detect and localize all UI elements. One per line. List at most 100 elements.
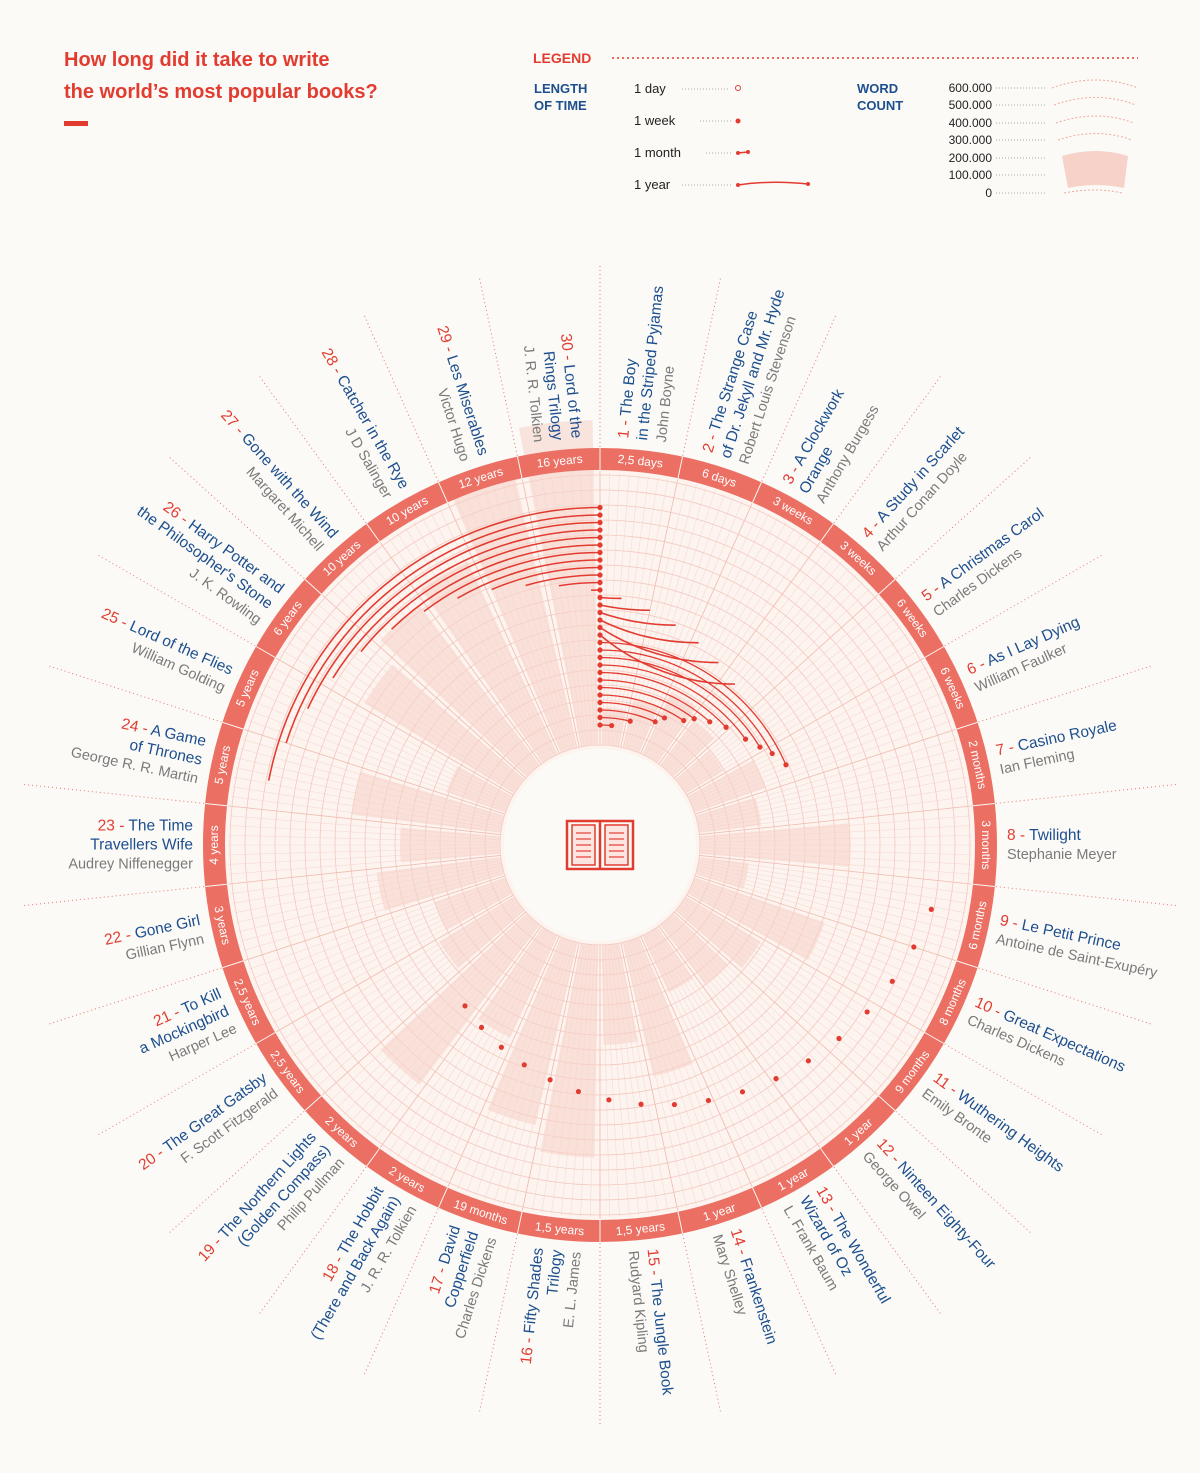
arc-start-30 <box>928 906 934 912</box>
arc-27 <box>332 529 601 679</box>
arc-11 <box>599 649 773 754</box>
ring-separator <box>304 578 322 595</box>
arc-start-18 <box>575 1088 582 1095</box>
legend-time-1day: 1 day <box>634 81 666 96</box>
arc-end-5 <box>681 717 687 724</box>
arc-7 <box>599 679 711 723</box>
arc-end-20 <box>597 579 603 586</box>
arc-end-1 <box>609 722 615 729</box>
ring-separator <box>255 1032 276 1044</box>
book-author-23: Audrey Niffenegger <box>68 857 193 873</box>
legend-word-fan <box>1062 151 1128 188</box>
arc-end-10 <box>757 744 763 750</box>
word-count-fan <box>660 913 728 985</box>
book-label-8: 8 - Twilight Stephanie Meyer <box>1007 827 1117 863</box>
arc-start-7 <box>597 677 603 683</box>
arc-end-27 <box>597 527 603 533</box>
arc-end-23 <box>597 557 603 563</box>
arc-8 <box>599 671 727 728</box>
arc-10 <box>599 656 761 748</box>
book-number-22: 22 - <box>103 926 137 949</box>
segment-line <box>699 855 972 885</box>
segment-divider <box>23 783 205 804</box>
book-title-20: 20 - The Great Gatsby <box>136 1070 271 1174</box>
segment-line <box>521 479 580 748</box>
segment-line <box>244 875 506 961</box>
arc-end-6 <box>691 716 697 722</box>
arc-start-10 <box>597 654 603 661</box>
word-count-fan <box>448 467 578 753</box>
book-title-text: Fifty Shades <box>521 1247 547 1335</box>
ring-separator <box>438 482 448 503</box>
legend-word-100k: 100.000 <box>948 168 992 182</box>
book-pages <box>571 824 629 866</box>
book-author-1: John Boyne <box>654 365 678 443</box>
arc-start-8 <box>597 669 603 676</box>
arc-start-14 <box>478 1024 485 1031</box>
book-number-29: 29 - <box>433 324 459 359</box>
ring-separator <box>366 523 380 542</box>
arc-start-1 <box>597 722 603 728</box>
book-title-4: 4 - A Study in Scarlet <box>859 423 968 542</box>
book-title-16: 16 - Fifty Shades <box>518 1247 547 1366</box>
arc-13 <box>599 634 735 685</box>
ring-separator <box>878 1095 896 1112</box>
legend-word-400k: 400.000 <box>948 116 992 130</box>
segment-line <box>686 894 925 1033</box>
word-count-fan <box>439 896 525 969</box>
segment-line <box>379 925 542 1148</box>
book-number-7: 7 - <box>994 738 1019 759</box>
legend-time-1year: 1 year <box>634 177 671 192</box>
arc-end-24 <box>597 549 603 556</box>
book-label-18: 18 - The Hobbit(There and Back Again)J. … <box>308 1183 421 1343</box>
word-count-fan <box>351 771 505 833</box>
segment-line <box>686 657 925 796</box>
segment-line <box>379 542 542 765</box>
ring-separator <box>820 1148 834 1167</box>
legend-time-1month: 1 month <box>634 145 681 160</box>
arc-24 <box>423 551 601 613</box>
ring-separator <box>972 803 995 807</box>
legend-marker-month-end <box>746 150 750 154</box>
arc-start-20 <box>638 1101 644 1107</box>
word-count-fan <box>478 926 558 1038</box>
book-title-text: The Time <box>128 818 193 835</box>
book-author-8: Stephanie Meyer <box>1007 847 1117 863</box>
title-line-1: How long did it take to write <box>64 49 330 71</box>
segment-line <box>521 942 580 1211</box>
arc-end-14 <box>597 624 603 631</box>
arc-start-25 <box>805 1058 811 1064</box>
arc-start-26 <box>836 1035 842 1042</box>
segment-line <box>321 594 526 779</box>
book-number-9: 9 - <box>998 912 1023 933</box>
title-underline <box>64 121 88 126</box>
legend-word-600k: 600.000 <box>948 81 992 95</box>
arc-3 <box>599 709 656 723</box>
segment-line <box>447 936 560 1187</box>
ring-separator <box>924 1032 945 1044</box>
arc-start-2 <box>597 714 603 721</box>
segment-line <box>321 911 526 1096</box>
ring-separator <box>205 883 228 887</box>
arc-start-19 <box>606 1097 612 1103</box>
arc-end-28 <box>597 519 603 526</box>
arc-25 <box>391 544 601 630</box>
word-count-fan <box>675 896 761 969</box>
segment-divider <box>363 314 439 482</box>
arc-start-12 <box>597 639 603 646</box>
arc-start-13 <box>462 1003 468 1009</box>
ring-separator <box>366 1148 380 1167</box>
ring-separator <box>956 721 978 730</box>
